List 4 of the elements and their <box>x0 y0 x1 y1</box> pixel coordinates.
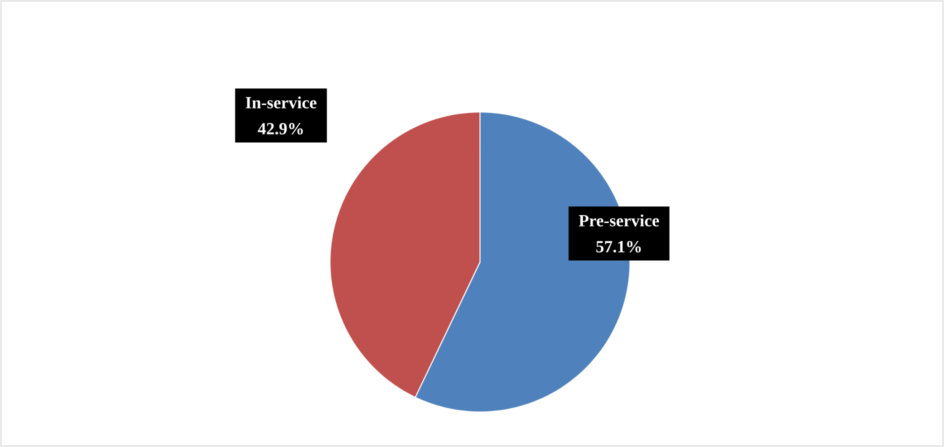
slice-label: In-service <box>246 96 316 108</box>
slice-label: Pre-service <box>578 214 660 226</box>
data-label: 57.1% <box>596 240 641 253</box>
data-label: 42.9% <box>258 122 303 135</box>
